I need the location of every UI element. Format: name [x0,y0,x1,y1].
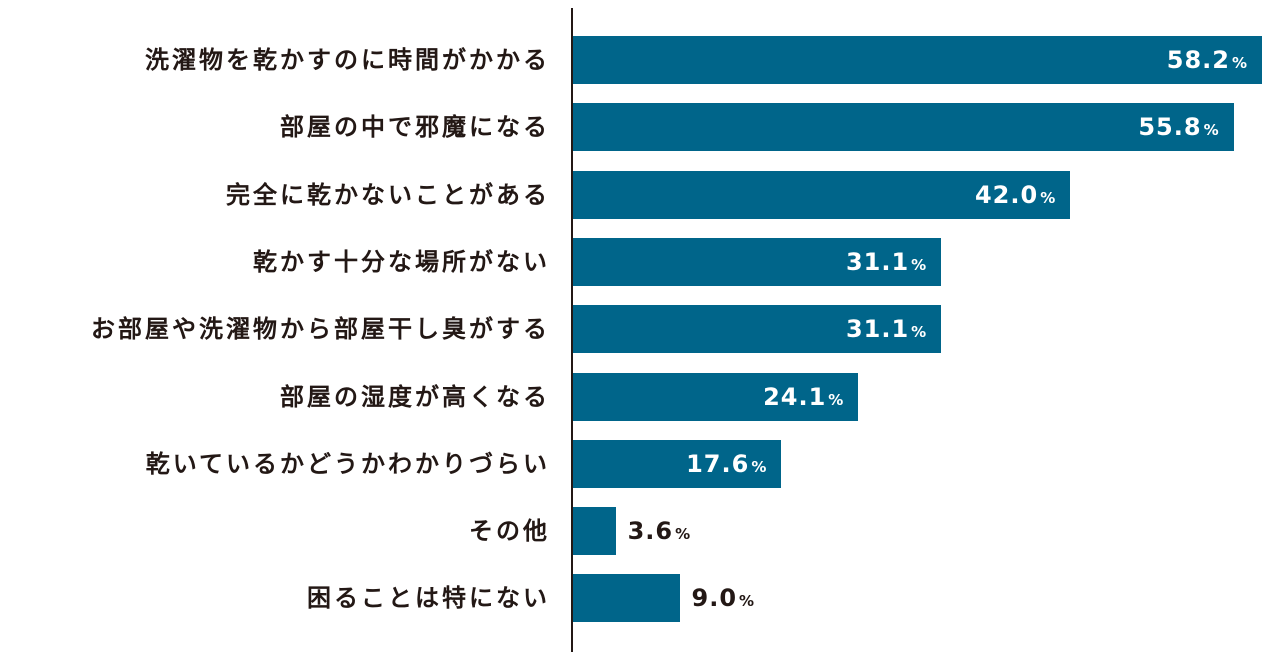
data-label-unit: % [911,323,928,342]
category-label: その他 [469,517,550,546]
category-label: 乾かす十分な場所がない [253,247,550,276]
category-label: お部屋や洗濯物から部屋干し臭がする [91,315,550,344]
data-label-unit: % [828,390,845,409]
data-label-value: 31.1 [845,315,910,344]
data-label: 3.6% [628,507,692,555]
data-label-value: 42.0 [974,180,1039,209]
bar [573,103,1234,152]
bar [573,439,782,488]
data-label-unit: % [675,525,692,544]
y-axis-line [571,8,573,652]
category-label: 完全に乾かないことがある [226,180,550,209]
data-label: 58.2% [1167,36,1248,84]
data-label: 24.1% [763,373,844,421]
data-label-value: 17.6 [686,449,750,478]
category-label: 洗濯物を乾かすのに時間がかかる [145,46,550,74]
bar [573,36,1262,84]
data-label-value: 24.1 [763,382,827,411]
data-label-value: 3.6 [627,517,674,546]
data-label: 31.1% [846,238,927,286]
bar [573,507,616,556]
data-label-value: 31.1 [845,247,910,276]
data-label-value: 55.8 [1138,113,1202,142]
data-label-unit: % [739,592,756,611]
data-label-unit: % [911,255,928,274]
data-label-value: 58.2 [1166,46,1230,74]
bar [573,574,680,623]
category-label: 部屋の湿度が高くなる [280,382,550,411]
data-label-unit: % [751,457,768,476]
data-label-value: 9.0 [691,584,738,613]
bar [573,372,859,421]
data-label: 17.6% [686,440,767,488]
data-label-unit: % [1203,121,1220,140]
category-label: 困ることは特にない [307,584,550,613]
bar [573,305,942,354]
category-label: 乾いているかどうかわかりづらい [145,449,550,478]
data-label: 55.8% [1138,103,1219,151]
data-label-unit: % [1231,54,1248,72]
data-label: 9.0% [692,574,756,622]
data-label-unit: % [1040,188,1057,207]
bar [573,170,1071,219]
data-label: 42.0% [975,171,1056,219]
bar [573,237,942,286]
data-label: 31.1% [846,305,927,353]
category-label: 部屋の中で邪魔になる [280,113,550,142]
